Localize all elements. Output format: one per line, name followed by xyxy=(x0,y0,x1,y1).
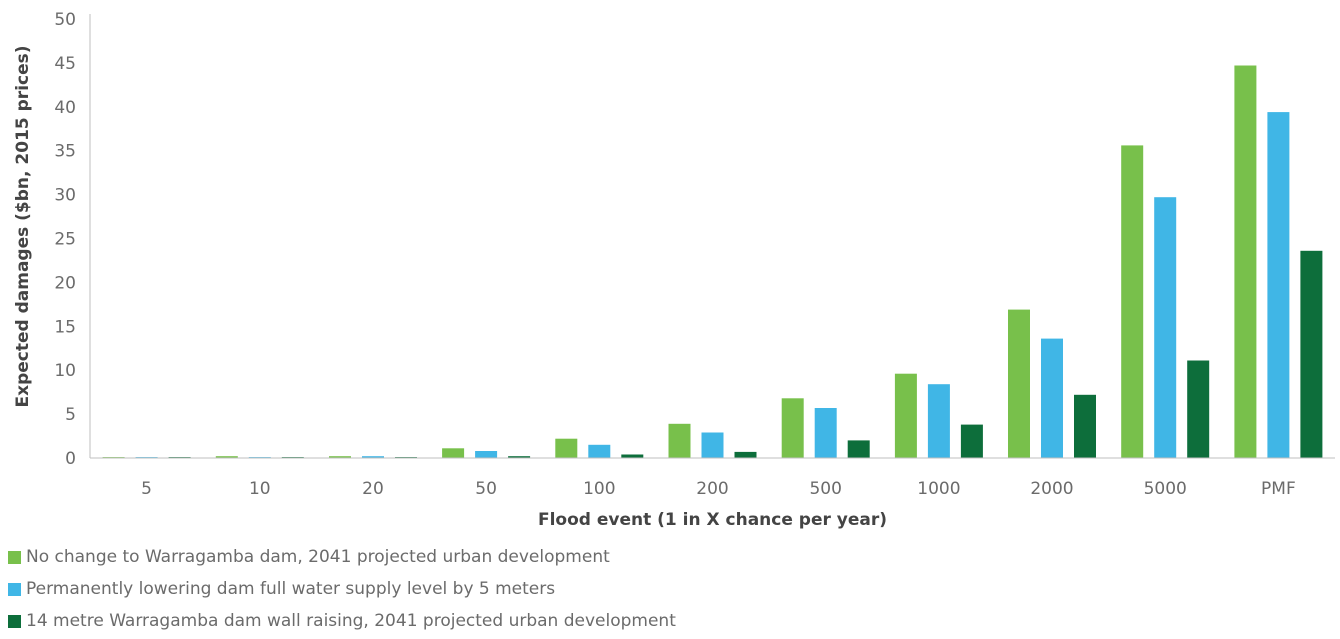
bar xyxy=(814,408,837,458)
legend-item: 14 metre Warragamba dam wall raising, 20… xyxy=(8,605,676,637)
x-tick-label: 10 xyxy=(249,479,271,499)
legend-swatch-no-change xyxy=(8,550,21,564)
bar xyxy=(668,423,691,458)
bars xyxy=(102,65,1323,458)
x-tick-label: 2000 xyxy=(1030,479,1073,499)
y-axis-title: Expected damages ($bn, 2015 prices) xyxy=(13,45,33,407)
legend-label-no-change: No change to Warragamba dam, 2041 projec… xyxy=(26,547,610,567)
x-tick-label: 1000 xyxy=(917,479,960,499)
legend-label-lowering: Permanently lowering dam full water supp… xyxy=(26,579,556,599)
x-tick-label: 500 xyxy=(809,479,841,499)
x-tick-label: PMF xyxy=(1261,479,1296,499)
bar-chart: 0 5 10 15 20 25 30 35 40 45 50 5 10 20 50 100 200 500 100… xyxy=(13,10,1335,530)
y-tick-label: 0 xyxy=(65,449,76,469)
legend-label-wall-raising: 14 metre Warragamba dam wall raising, 20… xyxy=(26,611,676,631)
bar xyxy=(215,456,238,458)
bar xyxy=(1154,197,1177,458)
bar xyxy=(1267,112,1290,458)
y-tick-label: 20 xyxy=(54,273,76,293)
legend-item: Permanently lowering dam full water supp… xyxy=(8,573,676,605)
bar xyxy=(555,438,578,458)
y-tick-label: 5 xyxy=(65,405,76,425)
bar xyxy=(442,448,465,458)
y-tick-label: 10 xyxy=(54,361,76,381)
y-tick-label: 25 xyxy=(54,230,76,250)
bar xyxy=(362,456,384,458)
x-axis-ticks: 5 10 20 50 100 200 500 1000 2000 5000 PMF xyxy=(141,479,1296,499)
x-axis-title: Flood event (1 in X chance per year) xyxy=(538,510,887,530)
y-tick-label: 30 xyxy=(54,186,76,206)
bar xyxy=(927,384,950,458)
bar xyxy=(621,454,644,458)
y-tick-label: 50 xyxy=(54,10,76,30)
x-tick-label: 100 xyxy=(583,479,615,499)
bar xyxy=(847,440,870,458)
y-tick-label: 45 xyxy=(54,54,76,74)
bar xyxy=(1300,250,1323,458)
bar xyxy=(508,456,531,458)
bar xyxy=(1121,145,1144,458)
bar xyxy=(701,432,724,458)
y-tick-label: 40 xyxy=(54,98,76,118)
y-tick-label: 35 xyxy=(54,142,76,162)
legend-swatch-wall-raising xyxy=(8,614,21,628)
bar xyxy=(1074,394,1096,458)
legend-swatch-lowering xyxy=(8,582,21,596)
bar xyxy=(1008,309,1030,458)
bar xyxy=(894,373,917,458)
legend-item: No change to Warragamba dam, 2041 projec… xyxy=(8,541,676,573)
legend: No change to Warragamba dam, 2041 projec… xyxy=(8,541,676,637)
bar xyxy=(1234,65,1257,458)
bar xyxy=(960,424,983,458)
x-tick-label: 5000 xyxy=(1144,479,1187,499)
bar xyxy=(781,398,804,458)
x-tick-label: 20 xyxy=(362,479,384,499)
bar xyxy=(588,444,611,458)
y-axis-ticks: 0 5 10 15 20 25 30 35 40 45 50 xyxy=(54,10,76,469)
y-tick-label: 15 xyxy=(54,317,76,337)
bar xyxy=(475,451,498,458)
x-tick-label: 200 xyxy=(696,479,728,499)
x-tick-label: 50 xyxy=(475,479,497,499)
bar xyxy=(1041,338,1063,458)
bar xyxy=(734,451,757,458)
bar xyxy=(329,456,351,458)
bar xyxy=(1187,360,1210,458)
x-tick-label: 5 xyxy=(141,479,152,499)
